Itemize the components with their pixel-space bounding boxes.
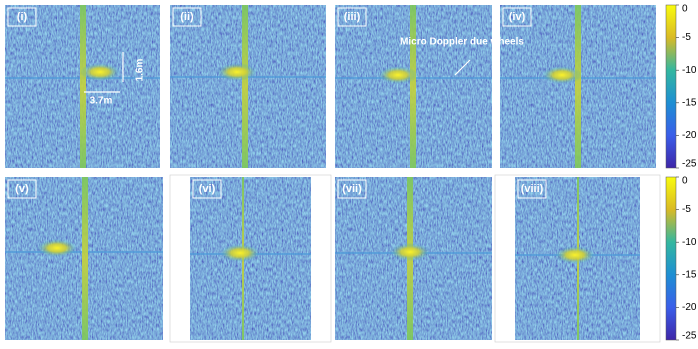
colorbar-tick-label: 0 bbox=[682, 176, 688, 187]
colorbar-tick-label: -15 bbox=[682, 269, 697, 280]
label-box bbox=[7, 179, 37, 199]
label-box bbox=[517, 179, 547, 199]
colorbar-tick-label: -20 bbox=[682, 302, 697, 313]
label-box bbox=[337, 7, 367, 27]
panel-label: (v) bbox=[15, 183, 29, 195]
colorbar-tick-label: -5 bbox=[682, 32, 691, 43]
label-box bbox=[192, 179, 222, 199]
micro-doppler-annotation: Micro Doppler due wheels bbox=[400, 37, 524, 48]
colorbar bbox=[665, 176, 677, 341]
colorbar-tick-label: 0 bbox=[682, 4, 688, 15]
target-return bbox=[217, 63, 257, 81]
panel-label: (ii) bbox=[180, 11, 194, 23]
colorbar-tick-label: -20 bbox=[682, 130, 697, 141]
panel-label: (i) bbox=[17, 11, 28, 23]
panel-label: (iii) bbox=[344, 11, 361, 23]
target-return bbox=[555, 246, 595, 264]
annotations: 1.6m 3.7m Micro Doppler due wheels bbox=[84, 37, 524, 107]
zero-doppler-line bbox=[575, 5, 581, 168]
label-box bbox=[337, 179, 367, 199]
zero-doppler-line bbox=[80, 5, 86, 168]
colorbar bbox=[665, 4, 677, 169]
zero-doppler-line bbox=[410, 5, 416, 168]
label-box bbox=[502, 7, 532, 27]
width-annotation: 3.7m bbox=[90, 96, 113, 107]
colorbar-tick-label: -15 bbox=[682, 97, 697, 108]
panel-label: (vii) bbox=[342, 183, 362, 195]
zero-doppler-line bbox=[242, 5, 248, 168]
height-annotation: 1.6m bbox=[135, 58, 146, 81]
target-return bbox=[37, 239, 77, 257]
colorbar-tick-label: -5 bbox=[682, 204, 691, 215]
target-return bbox=[542, 66, 582, 84]
target-return bbox=[80, 63, 120, 81]
panel-label: (iv) bbox=[509, 11, 526, 23]
target-return bbox=[378, 66, 418, 84]
label-box bbox=[7, 7, 37, 27]
annotation-arrow bbox=[454, 59, 471, 76]
colorbar-tick-label: -25 bbox=[682, 331, 697, 342]
target-return bbox=[390, 243, 430, 261]
target-return bbox=[220, 244, 260, 262]
panel-label: (vi) bbox=[199, 183, 216, 195]
colorbar-tick-label: -10 bbox=[682, 65, 697, 76]
colorbar-tick-label: -10 bbox=[682, 237, 697, 248]
colorbar-tick-label: -25 bbox=[682, 159, 697, 170]
zero-doppler-line bbox=[82, 177, 88, 340]
label-box bbox=[172, 7, 202, 27]
panel-label: (viii) bbox=[521, 183, 544, 195]
